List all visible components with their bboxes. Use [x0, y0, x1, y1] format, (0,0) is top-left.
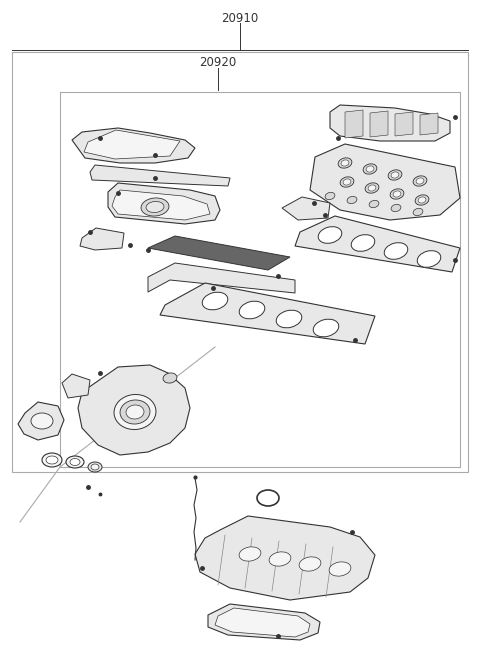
- Ellipse shape: [368, 185, 376, 191]
- Ellipse shape: [318, 227, 342, 243]
- Ellipse shape: [391, 204, 401, 212]
- Ellipse shape: [343, 179, 351, 185]
- Polygon shape: [345, 110, 363, 138]
- Polygon shape: [112, 190, 210, 220]
- Ellipse shape: [369, 200, 379, 208]
- Polygon shape: [370, 111, 388, 137]
- Ellipse shape: [141, 198, 169, 216]
- Polygon shape: [72, 128, 195, 163]
- Ellipse shape: [340, 177, 354, 187]
- Ellipse shape: [146, 202, 164, 212]
- Polygon shape: [78, 365, 190, 455]
- Ellipse shape: [126, 405, 144, 419]
- Polygon shape: [84, 130, 180, 159]
- Ellipse shape: [313, 319, 339, 337]
- Ellipse shape: [239, 547, 261, 561]
- Ellipse shape: [418, 197, 426, 203]
- Ellipse shape: [393, 191, 401, 197]
- Polygon shape: [18, 402, 64, 440]
- Ellipse shape: [91, 464, 99, 470]
- Ellipse shape: [269, 552, 291, 566]
- Ellipse shape: [365, 183, 379, 193]
- Ellipse shape: [329, 562, 351, 576]
- Ellipse shape: [120, 400, 150, 424]
- Ellipse shape: [390, 189, 404, 199]
- Polygon shape: [215, 608, 310, 637]
- Ellipse shape: [325, 193, 335, 200]
- Polygon shape: [195, 516, 375, 600]
- Polygon shape: [148, 236, 290, 270]
- Ellipse shape: [391, 172, 399, 178]
- Ellipse shape: [416, 178, 424, 184]
- Ellipse shape: [415, 195, 429, 205]
- Ellipse shape: [299, 557, 321, 571]
- Ellipse shape: [413, 208, 423, 215]
- Polygon shape: [420, 113, 438, 135]
- Ellipse shape: [42, 453, 62, 467]
- Polygon shape: [90, 165, 230, 186]
- Ellipse shape: [202, 292, 228, 310]
- Ellipse shape: [341, 160, 349, 166]
- Ellipse shape: [413, 176, 427, 186]
- Ellipse shape: [70, 458, 80, 466]
- Ellipse shape: [88, 462, 102, 472]
- Ellipse shape: [66, 456, 84, 468]
- Ellipse shape: [384, 242, 408, 259]
- Ellipse shape: [363, 164, 377, 174]
- Ellipse shape: [163, 373, 177, 383]
- Ellipse shape: [351, 234, 375, 252]
- Polygon shape: [80, 228, 124, 250]
- Ellipse shape: [388, 170, 402, 180]
- Ellipse shape: [338, 158, 352, 168]
- Polygon shape: [108, 183, 220, 224]
- Polygon shape: [310, 144, 460, 220]
- Ellipse shape: [46, 456, 58, 464]
- Polygon shape: [148, 263, 295, 293]
- Text: 20920: 20920: [199, 56, 237, 69]
- Polygon shape: [208, 604, 320, 640]
- Ellipse shape: [366, 166, 374, 172]
- Ellipse shape: [417, 251, 441, 267]
- Polygon shape: [282, 197, 330, 220]
- Text: 20910: 20910: [221, 12, 259, 24]
- Polygon shape: [160, 283, 375, 344]
- Ellipse shape: [114, 394, 156, 430]
- Polygon shape: [62, 374, 90, 398]
- Ellipse shape: [276, 310, 302, 328]
- Ellipse shape: [239, 301, 265, 319]
- Ellipse shape: [347, 196, 357, 204]
- Polygon shape: [395, 112, 413, 136]
- Polygon shape: [295, 216, 460, 272]
- Ellipse shape: [31, 413, 53, 429]
- Polygon shape: [330, 105, 450, 141]
